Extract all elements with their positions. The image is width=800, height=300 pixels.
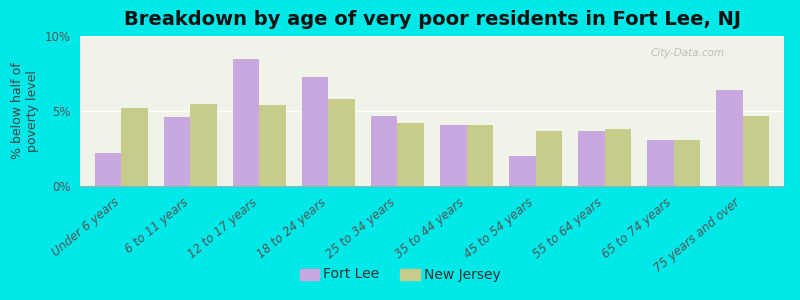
Bar: [647, 140, 674, 186]
Y-axis label: % below half of
poverty level: % below half of poverty level: [10, 63, 38, 159]
Bar: [742, 116, 769, 186]
Bar: [259, 105, 286, 186]
Bar: [440, 124, 466, 186]
Bar: [674, 140, 700, 186]
Bar: [716, 90, 742, 186]
Bar: [95, 153, 122, 186]
Bar: [164, 117, 190, 186]
Bar: [329, 99, 354, 186]
Bar: [190, 103, 217, 186]
Bar: [122, 108, 148, 186]
Legend: Fort Lee, New Jersey: Fort Lee, New Jersey: [294, 262, 506, 287]
Bar: [578, 130, 605, 186]
Bar: [466, 124, 493, 186]
Title: Breakdown by age of very poor residents in Fort Lee, NJ: Breakdown by age of very poor residents …: [123, 10, 741, 29]
Bar: [302, 76, 329, 186]
Bar: [234, 58, 259, 186]
Bar: [605, 129, 630, 186]
Bar: [371, 116, 398, 186]
Bar: [510, 156, 535, 186]
Text: City-Data.com: City-Data.com: [650, 48, 724, 58]
Bar: [535, 130, 562, 186]
Bar: [398, 123, 424, 186]
